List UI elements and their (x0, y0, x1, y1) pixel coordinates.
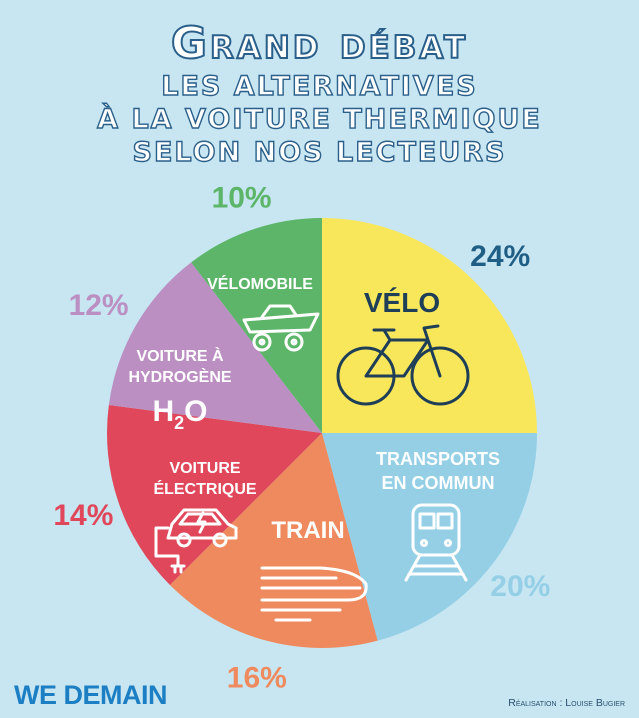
pie-slice-train (169, 433, 378, 648)
pie-slice-voiture-a-hydrogene (108, 262, 322, 433)
percent-label-train: 16% (227, 661, 287, 694)
category-label-voiture-electrique-1: VOITURE (169, 460, 240, 477)
percent-label-voiture-a-hydrogene: 12% (69, 289, 129, 322)
velomobile-icon (242, 304, 320, 352)
pie-slice-velomobile (191, 218, 322, 433)
category-label-voiture-electrique-2: ÉLECTRIQUE (153, 479, 256, 498)
category-label-velomobile: VÉLOMOBILE (207, 274, 313, 293)
bicycle-icon (336, 324, 470, 406)
brand-logo: WE DEMAIN (14, 680, 168, 710)
credit-text: Réalisation : Louise Bugier (508, 697, 625, 709)
category-label-transports-en-commun-2: EN COMMUN (382, 473, 495, 493)
subtitle-line-2: À LA VOITURE THERMIQUE (96, 103, 542, 135)
title-block: Grand débat LES ALTERNATIVES À LA VOITUR… (0, 17, 639, 169)
category-label-transports-en-commun-1: TRANSPORTS (376, 449, 500, 469)
pie-slice-velo (322, 218, 537, 433)
subtitle-line-1: LES ALTERNATIVES (161, 70, 478, 102)
percent-label-transports-en-commun: 20% (490, 570, 550, 603)
category-label-voiture-a-hydrogene-2: HYDROGÈNE (128, 367, 231, 386)
pie-slice-voiture-electrique (107, 404, 322, 586)
subtitle-line-3: SELON NOS LECTEURS (132, 136, 507, 168)
percent-label-voiture-electrique: 14% (53, 499, 113, 532)
pie-slice-transports-en-commun (322, 433, 537, 641)
percent-label-velo: 24% (470, 240, 530, 273)
percent-label-velomobile: 10% (212, 181, 272, 214)
category-label-voiture-a-hydrogene-1: VOITURE À (136, 346, 224, 365)
high-speed-train-icon (260, 566, 368, 622)
tram-icon (404, 503, 468, 582)
category-label-train: TRAIN (271, 517, 344, 544)
category-label-velo: VÉLO (364, 287, 440, 318)
h2o-icon: H2O (152, 395, 207, 433)
electric-car-icon (154, 508, 238, 574)
page-title: Grand débat (170, 17, 469, 70)
